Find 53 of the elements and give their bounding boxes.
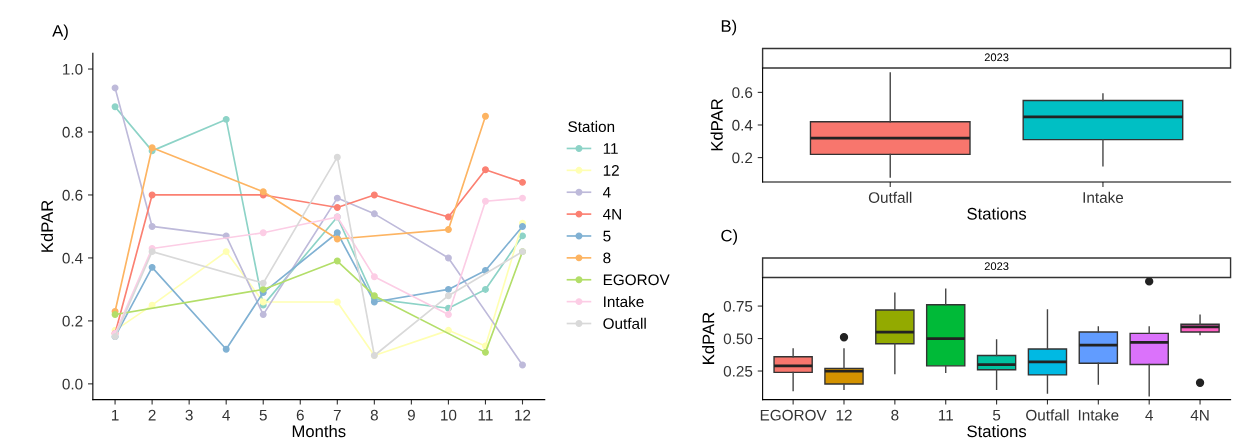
x-tick-label: 8 [891, 409, 899, 421]
y-tick-label: 0.2 [732, 152, 753, 164]
legend-label: Outfall [603, 317, 646, 329]
x-tick-label: 11 [478, 409, 493, 421]
x-axis-title: Stations [967, 424, 1027, 438]
x-tick-label: 2 [148, 409, 156, 421]
y-tick-label: 0.6 [732, 87, 753, 99]
legend-label: 11 [603, 143, 618, 154]
x-tick-label: 7 [333, 409, 341, 421]
y-tick-label: 0.75 [723, 300, 753, 312]
y-tick-label: 0.50 [723, 333, 753, 345]
x-tick-label: Outfall [1026, 409, 1069, 421]
x-axis-title: Stations [967, 207, 1027, 220]
x-tick-label: 5 [992, 409, 1001, 421]
legend-label: 8 [603, 252, 611, 264]
x-tick-label: 4 [222, 409, 230, 421]
legend-label: Intake [604, 295, 644, 308]
x-tick-label: 4 [1145, 409, 1153, 421]
y-tick-label: 0.4 [62, 252, 83, 264]
y-axis-title: KdPAR [710, 99, 723, 151]
y-axis-title: KdPAR [702, 312, 715, 364]
chart-title: B) [721, 19, 737, 36]
legend-label: EGOROV [603, 274, 670, 286]
chart-subtitle: 2023 [984, 53, 1009, 62]
legend-title: Station [568, 120, 615, 133]
x-tick-label: 12 [836, 409, 852, 421]
y-axis-title: KdPAR [40, 200, 54, 252]
x-tick-label: 8 [370, 409, 378, 421]
x-tick-label: 11 [938, 409, 953, 421]
y-tick-label: 0.4 [732, 119, 753, 131]
y-tick-label: 0.25 [723, 365, 753, 377]
y-tick-label: 0.8 [62, 126, 83, 138]
x-tick-label: 5 [259, 409, 267, 421]
x-tick-label: 6 [296, 409, 304, 421]
chart-title: C) [721, 229, 738, 245]
y-tick-label: 0.0 [62, 378, 83, 390]
y-tick-label: 0.2 [62, 315, 83, 327]
legend-label: 12 [603, 165, 619, 176]
y-tick-label: 1.0 [63, 63, 83, 75]
y-tick-label: 0.6 [62, 189, 83, 201]
legend-label: 5 [603, 230, 611, 242]
legend-label: 4N [603, 208, 621, 220]
x-tick-label: EGOROV [760, 409, 827, 421]
x-tick-label: 1 [111, 409, 119, 421]
x-tick-label: 10 [441, 409, 457, 421]
chart-subtitle: 2023 [984, 262, 1009, 271]
x-tick-label: 9 [407, 409, 415, 421]
x-tick-label: 3 [185, 409, 193, 421]
x-tick-label: 12 [515, 409, 531, 421]
x-tick-label: 4N [1190, 409, 1209, 421]
x-axis-title: Months [292, 424, 346, 438]
x-tick-label: Intake [1078, 409, 1119, 421]
chart-title: A) [52, 24, 68, 41]
